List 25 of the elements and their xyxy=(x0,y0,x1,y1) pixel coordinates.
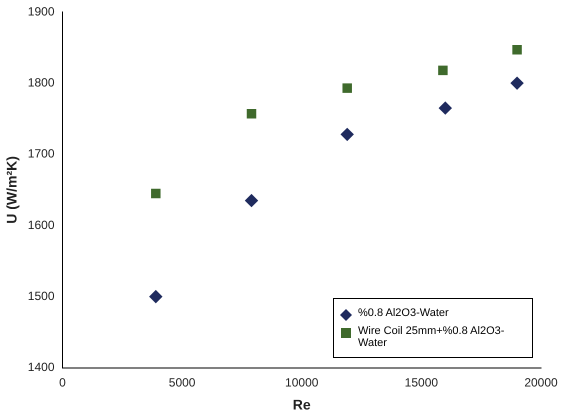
point xyxy=(512,44,522,54)
x-tick-label: 15000 xyxy=(404,375,438,390)
point xyxy=(151,188,161,198)
y-tick-label: 1600 xyxy=(28,218,55,232)
point xyxy=(246,109,256,118)
point xyxy=(340,128,354,141)
x-axis-title: Re xyxy=(292,396,311,412)
point xyxy=(438,66,448,76)
y-tick-label: 1700 xyxy=(28,146,55,161)
y-tick-label: 1900 xyxy=(28,4,55,18)
x-tick-label: 5000 xyxy=(168,375,196,390)
legend-label: Wire Coil 25mm+%0.8 Al2O3-Water xyxy=(358,324,506,349)
point xyxy=(342,83,352,93)
point xyxy=(245,194,258,208)
point xyxy=(438,102,452,115)
x-tick-label: 20000 xyxy=(524,375,558,390)
point xyxy=(149,290,162,304)
y-tick-label: 1500 xyxy=(28,288,55,303)
y-tick-label: 1800 xyxy=(28,75,55,90)
x-tick-label: 0 xyxy=(59,375,66,390)
point xyxy=(510,76,524,90)
x-tick-label: 10000 xyxy=(285,375,319,390)
legend-label: %0.8 Al2O3-Water xyxy=(358,306,449,319)
y-axis-title: U (W/m²K) xyxy=(3,156,20,224)
y-tick-label: 1400 xyxy=(28,360,55,374)
